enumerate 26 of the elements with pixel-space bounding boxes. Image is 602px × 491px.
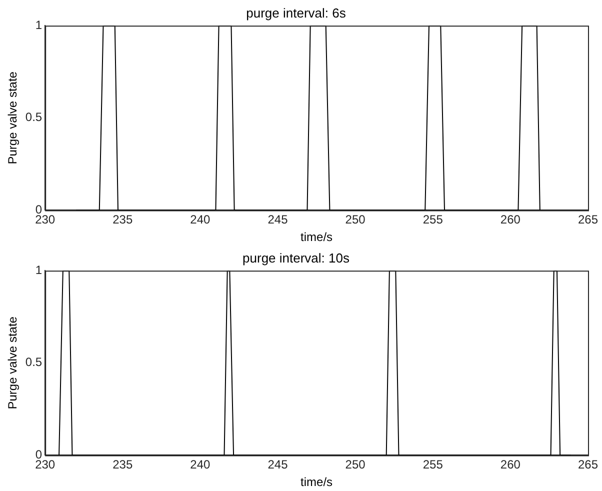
x-tick-label: 235 — [112, 212, 133, 227]
x-tick-label: 250 — [345, 212, 366, 227]
y-tick-label: 0.5 — [25, 110, 42, 124]
chart-title: purge interval: 10s — [242, 250, 350, 266]
x-axis-title: time/s — [300, 230, 333, 244]
x-tick-label: 260 — [500, 212, 521, 227]
x-tick-label: 230 — [35, 212, 56, 227]
y-axis-title: Purge valve state — [6, 71, 20, 164]
x-tick-label: 255 — [422, 212, 444, 227]
x-tick-label: 250 — [345, 458, 366, 472]
x-tick-label: 265 — [578, 458, 598, 472]
y-tick-label: 0.5 — [25, 355, 42, 370]
x-tick-label: 240 — [190, 212, 211, 227]
x-tick-label: 230 — [35, 458, 56, 472]
chart-title: purge interval: 6s — [246, 5, 346, 20]
x-tick-label: 260 — [500, 458, 521, 472]
y-tick-label: 1 — [35, 18, 42, 32]
x-tick-label: 245 — [268, 458, 288, 472]
x-tick-label: 245 — [268, 212, 288, 227]
x-axis-title: time/s — [300, 475, 333, 490]
x-tick-label: 265 — [578, 212, 598, 227]
y-axis-title: Purge valve state — [6, 316, 20, 410]
x-tick-label: 255 — [422, 458, 444, 472]
x-tick-label: 240 — [190, 458, 211, 472]
y-tick-label: 1 — [35, 262, 42, 277]
x-tick-label: 235 — [112, 458, 133, 472]
